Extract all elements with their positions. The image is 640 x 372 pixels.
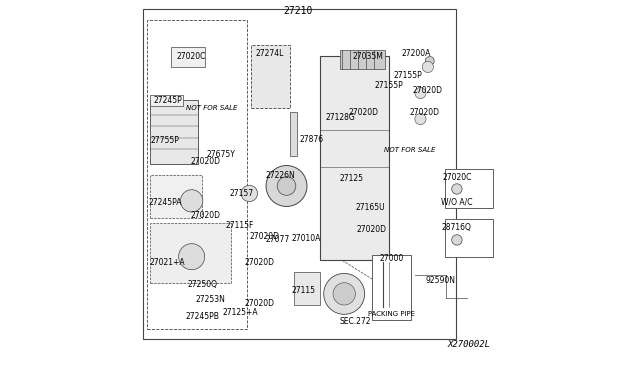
Text: 27020D: 27020D (191, 211, 220, 220)
Circle shape (179, 244, 205, 270)
Text: 27245PB: 27245PB (186, 312, 220, 321)
Text: 27157: 27157 (230, 189, 254, 198)
Bar (291, 112, 297, 156)
Text: 27020D: 27020D (249, 232, 279, 241)
Text: 27155P: 27155P (393, 71, 422, 80)
Text: 27020C: 27020C (177, 52, 206, 61)
Text: 27035M: 27035M (353, 52, 384, 61)
Circle shape (415, 87, 426, 99)
Bar (445, 169, 493, 208)
Text: 27020D: 27020D (356, 225, 387, 234)
Text: 92590N: 92590N (426, 276, 456, 285)
Text: SEC.272: SEC.272 (340, 317, 371, 326)
Text: 27250Q: 27250Q (188, 280, 218, 289)
Text: PACKING PIPE: PACKING PIPE (368, 311, 415, 317)
Text: 27115: 27115 (291, 286, 316, 295)
Text: X270002L: X270002L (447, 340, 490, 349)
Circle shape (266, 166, 307, 206)
Text: 27245P: 27245P (153, 96, 182, 105)
Text: 27010A: 27010A (291, 234, 321, 243)
Text: 27200A: 27200A (401, 49, 431, 58)
Circle shape (180, 190, 203, 212)
Text: 27165U: 27165U (355, 203, 385, 212)
Circle shape (333, 283, 355, 305)
Text: 27210: 27210 (283, 6, 312, 16)
Circle shape (241, 185, 257, 202)
Bar (150, 175, 202, 218)
Text: 27675Y: 27675Y (207, 150, 236, 159)
Circle shape (415, 113, 426, 125)
Text: 27020D: 27020D (191, 157, 220, 166)
Text: 27876: 27876 (300, 135, 324, 144)
Bar (172, 46, 205, 67)
Circle shape (422, 61, 433, 73)
Bar (340, 50, 385, 69)
Text: 27000: 27000 (380, 254, 404, 263)
Text: 27125+A: 27125+A (222, 308, 258, 317)
Circle shape (452, 184, 462, 194)
Text: 27245PA: 27245PA (148, 198, 182, 207)
Text: 27020D: 27020D (349, 108, 379, 117)
Text: 27020D: 27020D (244, 299, 275, 308)
Text: 27020D: 27020D (410, 108, 440, 117)
Text: 27155P: 27155P (374, 81, 403, 90)
Text: 27128G: 27128G (326, 113, 355, 122)
Bar (150, 95, 183, 106)
Text: 27077: 27077 (265, 235, 289, 244)
Bar (150, 100, 198, 164)
Text: NOT FOR SALE: NOT FOR SALE (186, 105, 238, 111)
Circle shape (324, 273, 365, 314)
Text: 27226N: 27226N (266, 171, 295, 180)
Text: NOT FOR SALE: NOT FOR SALE (383, 147, 435, 153)
Bar (445, 219, 493, 257)
Text: 27020D: 27020D (413, 86, 443, 95)
Text: 27020C: 27020C (442, 173, 472, 182)
Bar (143, 9, 456, 339)
Text: W/O A/C: W/O A/C (441, 197, 473, 206)
Bar (150, 223, 232, 283)
Text: 27253N: 27253N (195, 295, 225, 304)
Circle shape (425, 57, 434, 65)
Bar (147, 20, 248, 329)
Text: 27021+A: 27021+A (150, 258, 186, 267)
Text: 27755P: 27755P (150, 136, 179, 145)
Circle shape (277, 177, 296, 195)
Circle shape (452, 235, 462, 245)
Bar (251, 45, 291, 108)
Text: 27274L: 27274L (255, 49, 284, 58)
Text: 28716Q: 28716Q (442, 223, 472, 232)
Bar (320, 56, 389, 260)
Bar (372, 255, 411, 320)
Text: 27125: 27125 (340, 174, 364, 183)
Bar (294, 272, 320, 305)
Text: 27115F: 27115F (226, 221, 254, 230)
Text: 27020D: 27020D (244, 258, 275, 267)
